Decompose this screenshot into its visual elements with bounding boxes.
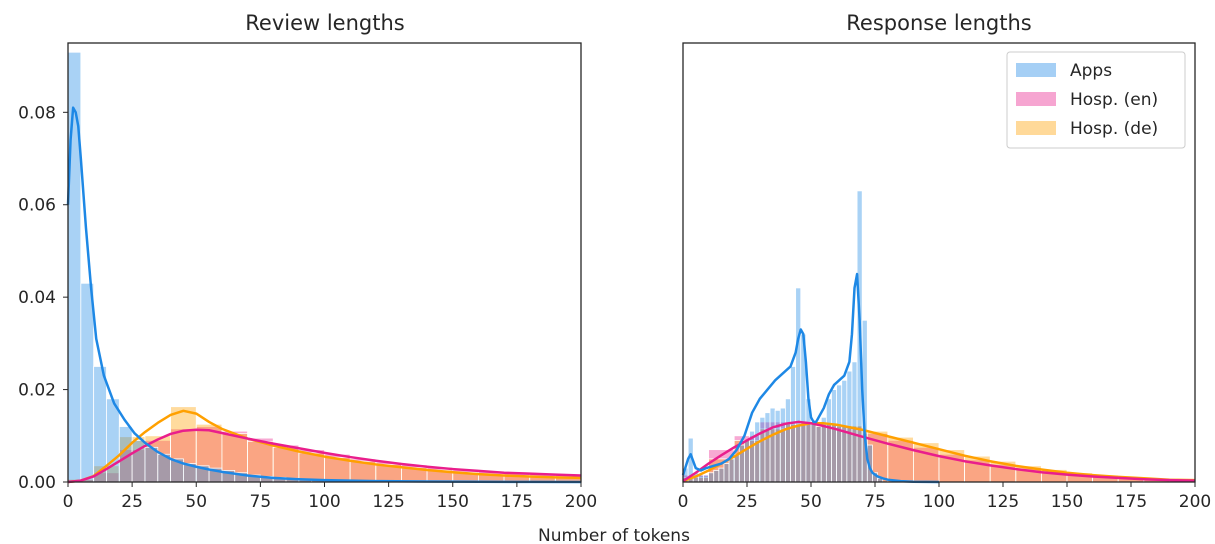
response-xtick-label-150: 150: [1051, 492, 1083, 512]
response-bar-hosp-de-4: [785, 423, 812, 483]
legend-swatch-apps: [1016, 63, 1056, 77]
response-bar-apps-26: [815, 426, 822, 483]
review-plot-frame: [67, 42, 582, 483]
response-bar-apps-20: [785, 398, 791, 483]
response-bar-apps-18: [774, 409, 781, 483]
review-kde-apps: [66, 106, 582, 484]
response-xtick-label-0: 0: [678, 492, 689, 512]
response-bar-apps-17: [769, 407, 776, 483]
response-bar-apps-7: [718, 467, 725, 483]
response-bar-apps-21: [790, 366, 797, 483]
review-lengths-panel: Review lengths 0 25 50 75 100 125 150 175 200 0.…: [18, 11, 597, 512]
response-xtick-label-100: 100: [923, 492, 955, 512]
response-bar-apps-5: [708, 472, 715, 483]
response-bar-apps-6: [713, 470, 720, 483]
response-bar-apps-14: [754, 421, 761, 483]
review-xtick-label-50: 50: [185, 492, 207, 512]
response-bar-apps-28: [825, 398, 832, 483]
legend-label-hosp-en: Hosp. (en): [1070, 90, 1158, 110]
response-kde-apps: [681, 272, 940, 484]
review-ytick-label-3: 0.06: [18, 196, 56, 216]
review-ytick-label-1: 0.02: [18, 381, 56, 401]
panel-title-response: Response lengths: [846, 11, 1031, 35]
legend-label-apps: Apps: [1070, 61, 1112, 81]
legend-swatch-hosp-de: [1016, 121, 1056, 135]
response-bar-apps-19: [779, 407, 786, 483]
response-xtick-label-125: 125: [987, 492, 1019, 512]
review-bar-apps-6: [144, 446, 159, 483]
response-kde-lines: [681, 272, 1196, 484]
response-bar-apps-25: [810, 421, 817, 483]
legend-box: [1006, 51, 1186, 149]
review-kde-hosp-en: [67, 428, 582, 484]
review-bar-hosp-de-9: [298, 452, 325, 483]
response-lengths-panel: Response lengths 0 25 50 75 100 125 150 175 200 …: [678, 11, 1212, 512]
response-xtick-label-25: 25: [736, 492, 758, 512]
review-xtick-label-100: 100: [308, 492, 340, 512]
response-xtick-label-50: 50: [800, 492, 822, 512]
legend-label-hosp-de: Hosp. (de): [1070, 119, 1158, 139]
review-x-ticks: 0 25 50 75 100 125 150 175 200: [63, 482, 597, 512]
response-kde-hosp-de: [682, 422, 1196, 483]
response-bar-apps-33: [851, 361, 858, 483]
review-xtick-label-175: 175: [501, 492, 533, 512]
review-ytick-label-2: 0.04: [18, 288, 56, 308]
review-kde-lines: [66, 106, 582, 484]
review-xtick-label-200: 200: [565, 492, 597, 512]
response-bar-apps-22: [795, 287, 802, 483]
panel-title-review: Review lengths: [245, 11, 404, 35]
review-xtick-label-25: 25: [121, 492, 143, 512]
review-xtick-label-150: 150: [437, 492, 469, 512]
response-bar-apps-16: [764, 412, 771, 483]
response-xtick-label-175: 175: [1115, 492, 1147, 512]
review-xtick-label-75: 75: [250, 492, 272, 512]
review-ytick-label-0: 0.00: [18, 473, 56, 493]
response-histogram-bars: [682, 190, 1196, 483]
review-bar-apps-0: [67, 51, 82, 483]
legend: Apps Hosp. (en) Hosp. (de): [1006, 51, 1186, 149]
x-axis-label: Number of tokens: [538, 526, 690, 544]
review-bar-apps-1: [80, 282, 95, 483]
review-y-ticks: 0.00 0.02 0.04 0.06 0.08: [18, 103, 68, 493]
review-xtick-label-125: 125: [372, 492, 404, 512]
review-ytick-label-4: 0.08: [18, 103, 56, 123]
legend-swatch-hosp-en: [1016, 92, 1056, 106]
review-bar-apps-3: [106, 398, 120, 483]
response-x-ticks: 0 25 50 75 100 125 150 175 200: [678, 482, 1211, 512]
response-bar-apps-30: [836, 384, 843, 483]
response-bar-apps-9: [728, 458, 735, 483]
response-bar-apps-29: [831, 389, 837, 483]
response-bar-apps-8: [723, 463, 730, 483]
response-bar-apps-15: [759, 416, 766, 483]
review-histogram-bars: [67, 51, 582, 483]
response-xtick-label-75: 75: [864, 492, 886, 512]
response-bar-apps-4: [703, 474, 709, 483]
response-bar-hosp-en-4: [785, 423, 812, 483]
response-bar-apps-10: [733, 453, 740, 483]
review-bar-apps-2: [93, 366, 107, 483]
response-xtick-label-200: 200: [1179, 492, 1211, 512]
review-xtick-label-0: 0: [63, 492, 74, 512]
